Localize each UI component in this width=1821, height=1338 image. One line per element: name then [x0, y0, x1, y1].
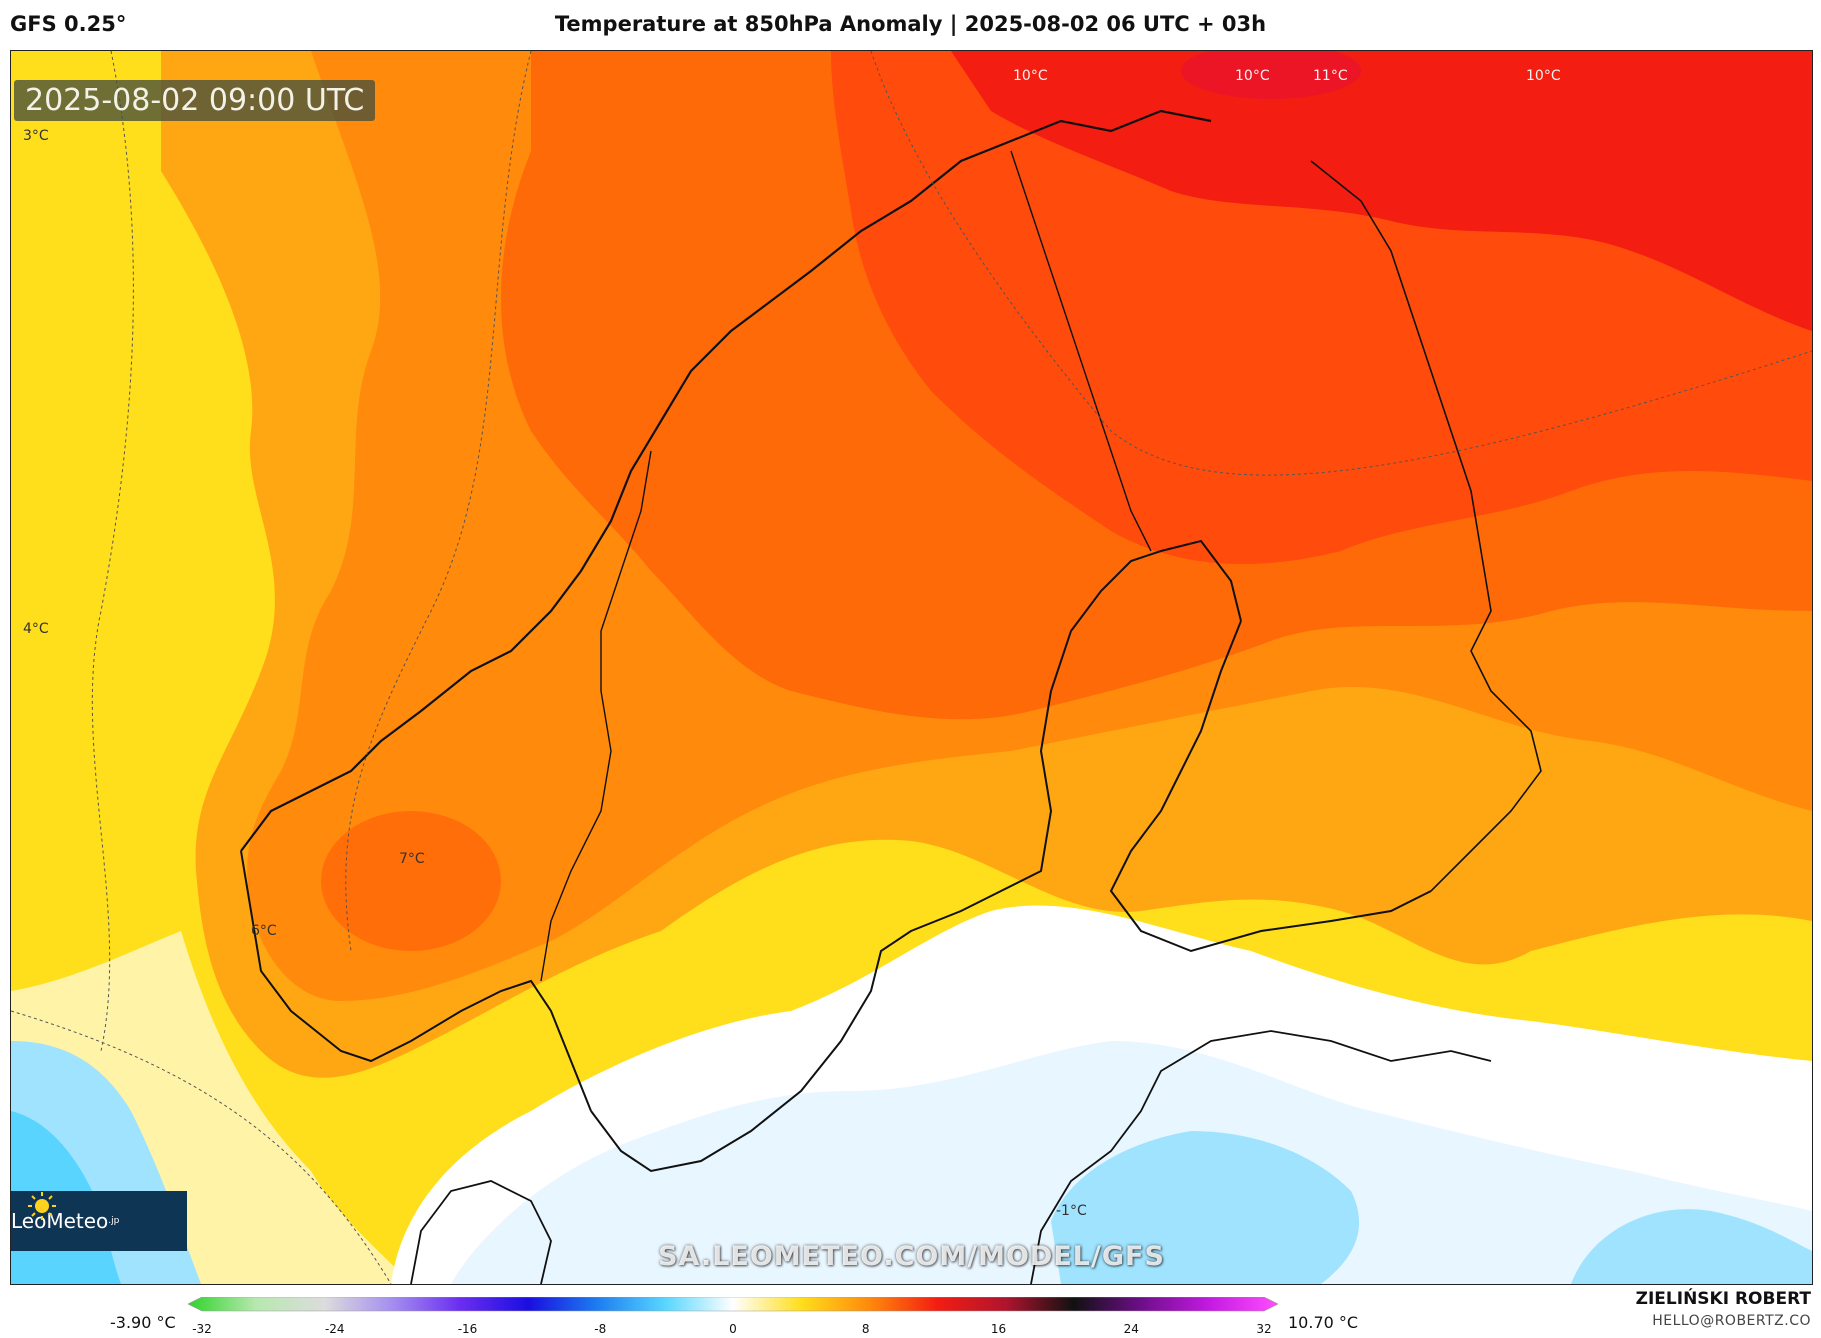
colorbar: [188, 1297, 1278, 1312]
field-cold-latvia: [1051, 1131, 1360, 1284]
colorbar-strip: [188, 1297, 1278, 1312]
colorbar-tick-label: -32: [192, 1322, 212, 1336]
logo-suffix: .jp: [108, 1216, 120, 1226]
contour-label: 10°C: [1013, 68, 1048, 84]
contour-label: 6°C: [251, 923, 277, 939]
coastline-norway: [240, 109, 1212, 852]
border-finland-russia: [1310, 160, 1542, 892]
contour-label: 11°C: [1313, 68, 1348, 84]
colorbar-tick-label: 8: [861, 1322, 870, 1336]
colorbar-tick-label: 0: [729, 1322, 737, 1336]
coastline-denmark: [410, 1180, 552, 1284]
sun-icon: [28, 1192, 56, 1220]
colorbar-tick-label: -16: [457, 1322, 478, 1336]
map-panel[interactable]: 2025-08-02 09:00 UTC 10°C 10°C 11°C 10°C…: [10, 50, 1813, 1285]
colorbar-tick-label: -24: [324, 1322, 345, 1336]
logo-text: LeoMeteo: [11, 1209, 109, 1233]
contour-line: [91, 51, 134, 1052]
colorbar-max-label: 10.70 °C: [1288, 1313, 1359, 1332]
colorbar-tick-label: 24: [1123, 1322, 1139, 1336]
field-warm-core: [321, 811, 501, 951]
colorbar-tick-label: -8: [594, 1322, 607, 1336]
model-name: GFS 0.25°: [10, 12, 127, 36]
coastline-baltic-states: [1030, 1030, 1492, 1284]
coastline-sweden: [590, 539, 1242, 1173]
contour-label: 7°C: [399, 851, 425, 867]
anomaly-map: [11, 51, 1812, 1284]
coastline-finland: [1109, 620, 1432, 953]
field-hotspot: [1181, 51, 1361, 99]
chart-title: Temperature at 850hPa Anomaly | 2025-08-…: [554, 12, 1267, 36]
author-email[interactable]: HELLO@ROBERTZ.CO: [1652, 1313, 1811, 1329]
author-credit: ZIELIŃSKI ROBERT: [1635, 1289, 1811, 1309]
colorbar-tick-label: 16: [990, 1322, 1007, 1336]
field-cold-east: [1571, 1209, 1812, 1284]
leometeo-logo[interactable]: LeoMeteo .jp: [11, 1191, 187, 1251]
contour-label: 10°C: [1235, 68, 1270, 84]
contour-label: 4°C: [23, 621, 49, 637]
valid-time-stamp: 2025-08-02 09:00 UTC: [14, 80, 376, 121]
contour-label: 3°C: [23, 128, 49, 144]
colorbar-tick-label: 32: [1256, 1322, 1272, 1336]
source-watermark: SA.LEOMETEO.COM/MODEL/GFS: [658, 1241, 1165, 1272]
border-sweden-finland: [1010, 150, 1152, 552]
contour-line: [870, 51, 1812, 476]
contour-line: [11, 1010, 392, 1284]
contour-label: 10°C: [1526, 68, 1561, 84]
contour-label: -1°C: [1056, 1203, 1087, 1219]
colorbar-min-label: -3.90 °C: [110, 1313, 176, 1332]
border-norway-sweden: [540, 450, 652, 982]
coastline-norway-south: [240, 850, 592, 1112]
field-very-warm: [951, 51, 1812, 331]
